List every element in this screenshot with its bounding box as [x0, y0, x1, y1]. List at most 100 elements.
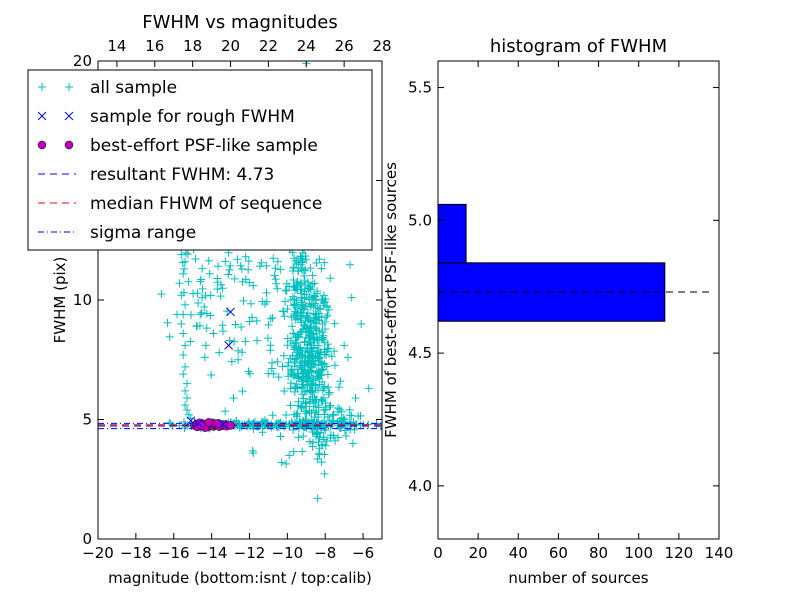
- all-sample-point: [173, 310, 182, 319]
- all-sample-point: [315, 444, 324, 453]
- all-sample-point: [313, 494, 322, 503]
- legend-label: median FHWM of sequence: [90, 194, 322, 214]
- all-sample-point: [197, 275, 206, 284]
- all-sample-point: [316, 357, 325, 366]
- all-sample-point: [216, 292, 225, 301]
- all-sample-point: [214, 262, 223, 271]
- all-sample-point: [313, 417, 322, 426]
- rough-sample-point: [218, 419, 228, 429]
- all-sample-point: [336, 377, 345, 386]
- all-sample-point: [351, 393, 360, 402]
- psf-sample-point: [226, 420, 235, 430]
- all-sample-point: [264, 320, 273, 329]
- all-sample-point: [178, 258, 187, 267]
- all-sample-point: [305, 328, 314, 337]
- x-tick-label: −10: [272, 544, 304, 562]
- all-sample-point: [262, 261, 271, 270]
- top-x-tick-label: 16: [145, 37, 164, 55]
- all-sample-point: [202, 324, 211, 333]
- hist-x-tick-label: 60: [549, 544, 568, 562]
- all-sample-point: [305, 338, 314, 347]
- histogram-bar: [437, 203, 467, 264]
- all-sample-point: [218, 284, 227, 293]
- all-sample-point: [308, 280, 317, 289]
- legend-entry: best-effort PSF-like sample: [37, 136, 318, 156]
- all-sample-point: [201, 291, 210, 300]
- all-sample-point: [289, 447, 298, 456]
- all-sample-point: [285, 419, 294, 428]
- all-sample-point: [313, 287, 322, 296]
- all-sample-point: [234, 346, 243, 355]
- all-sample-point: [305, 397, 314, 406]
- all-sample-point: [310, 279, 319, 288]
- all-sample-point: [317, 335, 326, 344]
- histogram-frame: [437, 60, 720, 540]
- all-sample-point: [287, 366, 296, 375]
- rough-sample-point: [186, 416, 196, 426]
- all-sample-point: [298, 266, 307, 275]
- hist-x-tick-label: 80: [589, 544, 608, 562]
- all-sample-point: [326, 401, 335, 410]
- all-sample-point: [258, 428, 267, 437]
- all-sample-point: [281, 286, 290, 295]
- all-sample-point: [327, 352, 336, 361]
- all-sample-point: [284, 358, 293, 367]
- x-tick-label: −12: [234, 544, 266, 562]
- all-sample-point: [270, 271, 279, 280]
- all-sample-point: [182, 379, 191, 388]
- all-sample-point: [306, 264, 315, 273]
- all-sample-point: [314, 386, 323, 395]
- all-sample-point: [230, 274, 239, 283]
- all-sample-point: [247, 313, 256, 322]
- all-sample-point: [299, 432, 308, 441]
- all-sample-point: [297, 327, 306, 336]
- rough-sample-point: [226, 307, 235, 317]
- all-sample-point: [333, 404, 342, 413]
- psf-sample-point: [204, 418, 214, 427]
- all-sample-point: [249, 448, 258, 457]
- all-sample-point: [225, 265, 234, 274]
- all-sample-point: [291, 256, 300, 265]
- legend-label: all sample: [90, 78, 177, 98]
- all-sample-point: [298, 447, 307, 456]
- all-sample-point: [274, 373, 283, 382]
- all-sample-point: [197, 308, 206, 317]
- all-sample-point: [181, 341, 190, 350]
- all-sample-point: [323, 412, 332, 421]
- all-sample-point: [330, 361, 339, 370]
- all-sample-point: [241, 252, 250, 261]
- all-sample-point: [320, 469, 329, 478]
- all-sample-point: [298, 293, 307, 302]
- y-tick-label: 5: [82, 411, 92, 429]
- all-sample-point: [181, 386, 190, 395]
- all-sample-point: [286, 379, 295, 388]
- all-sample-point: [271, 275, 280, 284]
- all-sample-point: [342, 431, 351, 440]
- all-sample-point: [183, 250, 192, 259]
- all-sample-point: [312, 432, 321, 441]
- all-sample-point: [294, 332, 303, 341]
- all-sample-point: [297, 383, 306, 392]
- all-sample-point: [193, 289, 202, 298]
- all-sample-point: [317, 264, 326, 273]
- all-sample-point: [269, 254, 278, 263]
- all-sample-point: [245, 317, 254, 326]
- all-sample-point: [343, 353, 352, 362]
- all-sample-point: [302, 311, 311, 320]
- all-sample-point: [294, 433, 303, 442]
- all-sample-point: [225, 336, 234, 345]
- all-sample-point: [179, 370, 188, 379]
- all-sample-point: [224, 270, 233, 279]
- all-sample-point: [289, 263, 298, 272]
- all-sample-point: [306, 344, 315, 353]
- all-sample-point: [306, 322, 315, 331]
- all-sample-point: [290, 343, 299, 352]
- all-sample-point: [175, 279, 184, 288]
- all-sample-point: [330, 319, 339, 328]
- all-sample-point: [293, 384, 302, 393]
- all-sample-point: [244, 257, 253, 266]
- all-sample-point: [271, 264, 280, 273]
- all-sample-point: [295, 348, 304, 357]
- legend-marker: [64, 111, 74, 121]
- all-sample-point: [273, 357, 282, 366]
